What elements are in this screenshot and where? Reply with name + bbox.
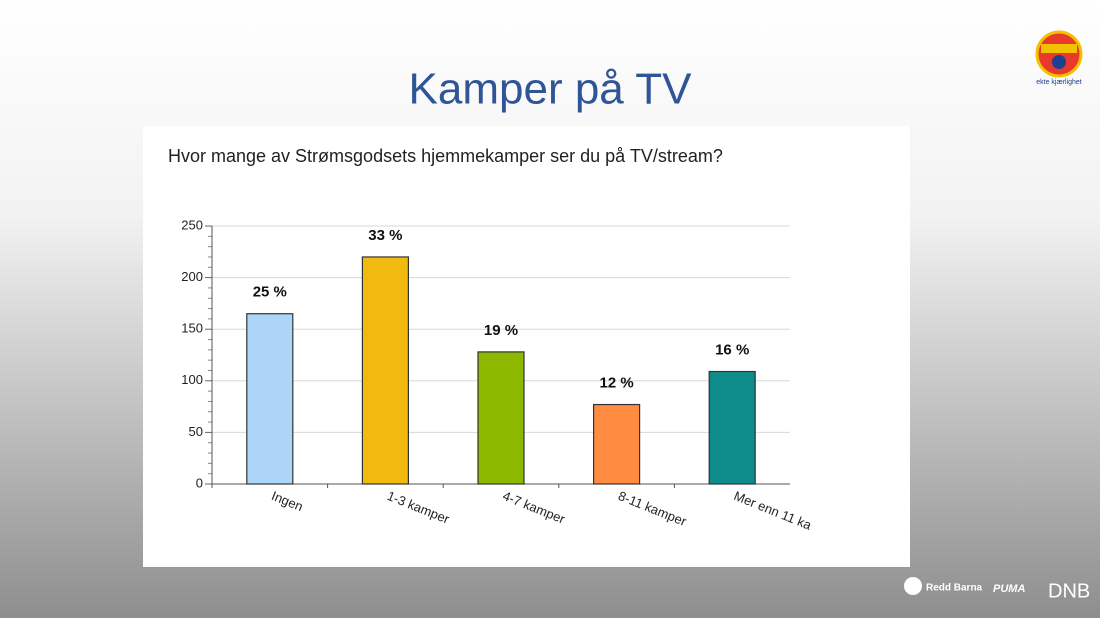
value-label: 33 %: [368, 227, 402, 244]
bar: [246, 313, 294, 485]
bar: [592, 403, 641, 485]
y-tick-label: 100: [181, 372, 203, 387]
logo-text: ekte kjærlighet: [1036, 79, 1082, 86]
y-tick-label: 250: [181, 217, 203, 232]
y-tick-label: 0: [196, 475, 203, 490]
chart-title: Hvor mange av Strømsgodsets hjemmekamper…: [168, 146, 723, 166]
sponsor: DNB: [1048, 580, 1090, 602]
logo: ekte kjærlighet: [1035, 30, 1083, 86]
value-label: 12 %: [599, 375, 633, 392]
bar: [361, 256, 409, 485]
bar: [477, 351, 525, 485]
sponsors: Redd Barna PUMA DNB: [904, 577, 1090, 602]
value-label: 25 %: [253, 284, 287, 301]
sponsor: Redd Barna: [926, 583, 983, 594]
value-label: 19 %: [484, 322, 518, 339]
sponsor: PUMA: [993, 583, 1025, 595]
value-label: 16 %: [715, 341, 749, 358]
y-tick-label: 200: [181, 269, 203, 284]
bar: [708, 370, 756, 485]
y-tick-label: 150: [181, 321, 203, 336]
slide-title: Kamper på TV: [409, 65, 693, 114]
y-tick-label: 50: [189, 424, 203, 439]
